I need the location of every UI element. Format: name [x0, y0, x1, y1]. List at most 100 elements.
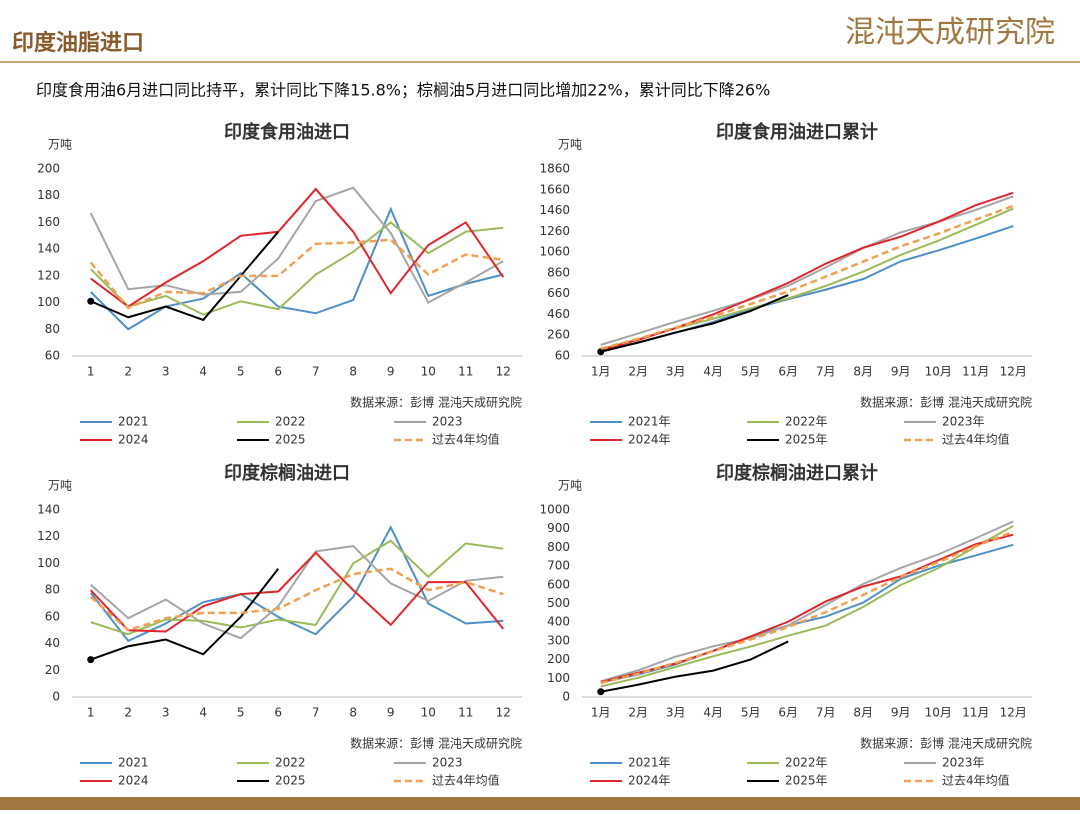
y-tick-label: 1060: [539, 245, 570, 259]
y-tick-label: 120: [37, 268, 60, 282]
x-tick-label: 1: [87, 706, 95, 720]
x-tick-label: 12: [496, 365, 511, 379]
series-line: [90, 231, 280, 322]
series-line: [89, 567, 504, 632]
series-line: [600, 195, 1014, 346]
legend-label: 过去4年均值: [942, 773, 1010, 788]
series-line: [600, 207, 1014, 351]
y-tick-label: 1460: [539, 203, 570, 217]
y-tick-label: 1860: [539, 162, 570, 176]
x-tick-label: 2: [124, 365, 132, 379]
x-tick-label: 4: [199, 706, 207, 720]
y-tick-label: 0: [52, 690, 60, 704]
x-tick-label: 9月: [891, 365, 911, 379]
legend-label: 2022年: [785, 415, 828, 429]
y-tick-label: 120: [37, 529, 60, 543]
y-tick-label: 260: [547, 328, 570, 342]
series-line: [600, 204, 1014, 350]
x-tick-label: 7: [312, 706, 320, 720]
legend-label: 2025年: [785, 433, 828, 447]
y-tick-label: 140: [37, 503, 60, 517]
series-line: [600, 294, 789, 353]
x-tick-label: 6月: [778, 706, 798, 720]
y-tick-label: 180: [37, 188, 60, 202]
logo: 混沌天成研究院: [845, 15, 1055, 50]
legend-label: 2025: [275, 774, 306, 788]
y-tick-label: 1260: [539, 224, 570, 238]
legend-label: 2021年: [628, 756, 671, 770]
x-tick-label: 3: [162, 706, 170, 720]
series-line: [90, 545, 504, 640]
y-tick-label: 700: [547, 559, 570, 573]
y-tick-label: 1660: [539, 182, 570, 196]
x-tick-label: 7月: [816, 706, 836, 720]
legend-label: 2025: [275, 433, 306, 447]
y-tick-label: 1000: [539, 503, 570, 517]
y-tick-label: 100: [547, 671, 570, 685]
series-line: [600, 520, 1014, 683]
series-line: [600, 640, 789, 693]
x-tick-label: 2月: [628, 365, 648, 379]
series-line: [90, 206, 504, 331]
series-line: [90, 551, 505, 633]
y-tick-label: 900: [547, 521, 570, 535]
x-tick-label: 1月: [591, 706, 611, 720]
x-tick-label: 5: [237, 365, 245, 379]
x-tick-label: 5月: [741, 706, 761, 720]
y-tick-label: 100: [37, 295, 60, 309]
legend-label: 2022: [275, 415, 306, 429]
legend-label: 2022: [275, 756, 306, 770]
legend-label: 2023年: [942, 415, 985, 429]
y-tick-label: 660: [547, 286, 570, 300]
x-tick-label: 8月: [853, 365, 873, 379]
series-line: [89, 525, 504, 643]
series-line: [90, 568, 280, 661]
legend-label: 2023年: [942, 756, 985, 770]
x-tick-label: 2: [124, 706, 132, 720]
source-note: 数据来源：彭博 混沌天成研究院: [860, 736, 1032, 751]
y-axis-label: 万吨: [558, 479, 582, 493]
legend-label: 2021: [118, 415, 149, 429]
series-line: [600, 530, 1014, 685]
legend-label: 2024年: [628, 774, 671, 788]
x-tick-label: 6月: [778, 365, 798, 379]
start-marker: [597, 688, 605, 696]
x-tick-label: 3月: [666, 706, 686, 720]
y-tick-label: 800: [547, 540, 570, 554]
y-tick-label: 60: [45, 609, 60, 623]
x-tick-label: 8: [349, 706, 357, 720]
y-tick-label: 400: [547, 615, 570, 629]
x-tick-label: 10月: [925, 365, 952, 379]
legend-label: 2021: [118, 756, 149, 770]
x-tick-label: 7: [312, 365, 320, 379]
y-tick-label: 100: [37, 556, 60, 570]
x-tick-label: 4: [199, 365, 207, 379]
legend-label: 2025年: [785, 774, 828, 788]
legend-label: 过去4年均值: [432, 773, 500, 788]
x-tick-label: 8月: [853, 706, 873, 720]
x-tick-label: 11: [458, 706, 473, 720]
y-tick-label: 20: [45, 663, 60, 677]
y-axis-label: 万吨: [48, 138, 72, 152]
start-marker: [597, 348, 605, 356]
y-tick-label: 600: [547, 577, 570, 591]
x-tick-label: 10: [421, 706, 436, 720]
x-tick-label: 3月: [666, 365, 686, 379]
x-tick-label: 12: [496, 706, 511, 720]
x-tick-label: 5: [237, 706, 245, 720]
x-tick-label: 6: [274, 706, 282, 720]
legend-label: 2024年: [628, 433, 671, 447]
x-tick-label: 11月: [962, 365, 989, 379]
source-note: 数据来源：彭博 混沌天成研究院: [350, 395, 522, 410]
source-note: 数据来源：彭博 混沌天成研究院: [350, 736, 522, 751]
series-line: [600, 533, 1014, 684]
y-tick-label: 200: [547, 652, 570, 666]
legend-label: 过去4年均值: [432, 432, 500, 447]
x-tick-label: 4月: [703, 365, 723, 379]
footer-bar: [0, 797, 1080, 810]
chart-title: 印度食用油进口累计: [716, 121, 878, 143]
legend-label: 2024: [118, 774, 149, 788]
series-line: [600, 525, 1014, 688]
legend-label: 过去4年均值: [942, 432, 1010, 447]
y-tick-label: 80: [45, 583, 60, 597]
